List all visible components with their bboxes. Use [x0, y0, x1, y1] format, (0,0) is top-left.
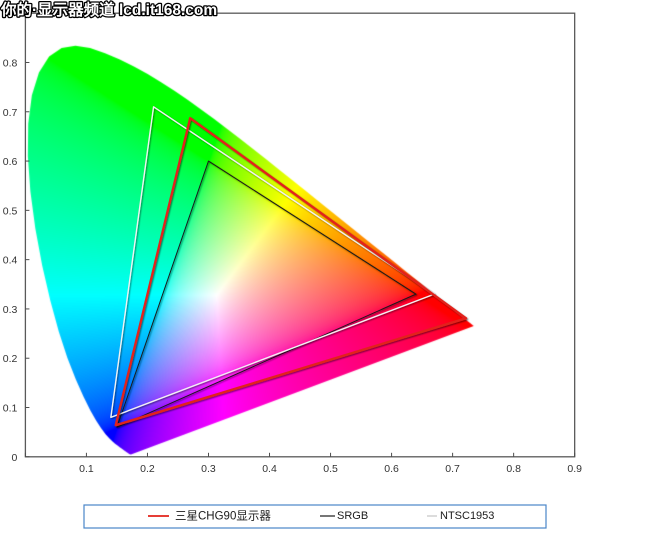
svg-text:0.4: 0.4: [262, 463, 277, 475]
svg-text:0.1: 0.1: [3, 403, 18, 415]
svg-text:三星CHG90显示器: 三星CHG90显示器: [175, 510, 271, 523]
svg-text:0.2: 0.2: [140, 463, 155, 475]
svg-text:0.3: 0.3: [3, 304, 18, 316]
svg-text:0.2: 0.2: [3, 353, 18, 365]
svg-text:0.6: 0.6: [384, 463, 399, 475]
svg-text:0.8: 0.8: [506, 463, 521, 475]
svg-text:SRGB: SRGB: [337, 510, 368, 522]
svg-text:NTSC1953: NTSC1953: [440, 510, 494, 522]
svg-text:0.6: 0.6: [3, 156, 18, 168]
svg-text:0.3: 0.3: [201, 463, 216, 475]
svg-text:0.4: 0.4: [3, 255, 18, 267]
svg-text:0.1: 0.1: [79, 463, 94, 475]
svg-text:0.5: 0.5: [3, 205, 18, 217]
svg-text:你的·显示器频道 lcd.it168.com: 你的·显示器频道 lcd.it168.com: [0, 0, 217, 19]
svg-text:0.7: 0.7: [445, 463, 460, 475]
svg-text:0.9: 0.9: [567, 463, 582, 475]
svg-text:0.8: 0.8: [3, 57, 18, 69]
svg-text:0.5: 0.5: [323, 463, 338, 475]
svg-text:0.7: 0.7: [3, 107, 18, 119]
svg-text:0: 0: [12, 452, 18, 464]
